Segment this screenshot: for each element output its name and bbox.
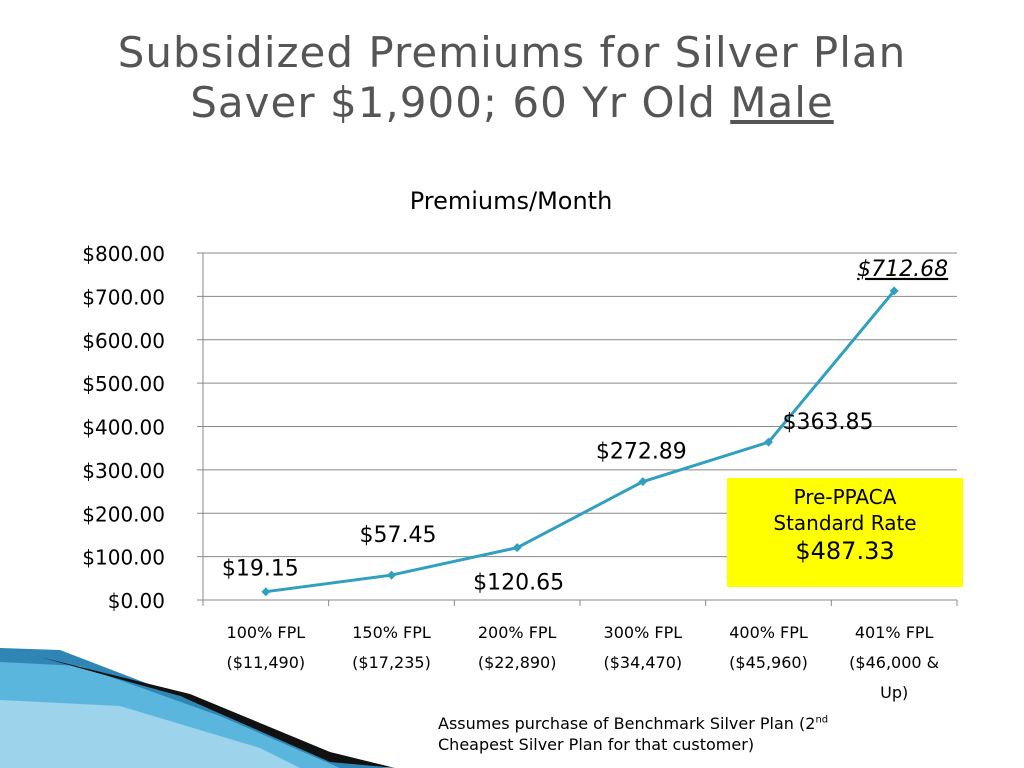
data-point <box>889 286 899 296</box>
data-point <box>387 570 396 580</box>
footnote-text-2: Cheapest Silver Plan for that customer) <box>438 735 755 754</box>
pre-ppaca-callout: Pre-PPACA Standard Rate $487.33 <box>727 478 963 587</box>
callout-line-2: Standard Rate <box>773 511 917 535</box>
axes <box>197 252 958 606</box>
series-line <box>265 289 896 594</box>
footnote-superscript: nd <box>815 714 829 726</box>
data-point <box>512 543 522 553</box>
title-underlined-word: Male <box>730 78 834 127</box>
x-tick-label: 400% FPL <box>729 623 808 642</box>
x-tick-label: ($22,890) <box>478 653 557 672</box>
x-tick-label: 150% FPL <box>352 623 431 642</box>
y-tick-label: $500.00 <box>82 372 165 396</box>
data-label: $272.89 <box>596 440 687 465</box>
x-tick-labels: 100% FPL ($11,490) 150% FPL ($17,235) 200% F… <box>227 623 940 702</box>
y-tick-label: $300.00 <box>82 459 165 483</box>
x-tick-label: ($45,960) <box>729 653 808 672</box>
chart-title: Premiums/Month <box>410 187 613 215</box>
y-tick-label: $800.00 <box>82 242 165 266</box>
callout-line-1: Pre-PPACA <box>793 485 897 509</box>
y-tick-label: $700.00 <box>82 285 165 309</box>
decorative-swoosh <box>0 648 395 768</box>
x-tick-label: ($17,235) <box>352 653 431 672</box>
data-point <box>764 437 773 447</box>
title-line-1: Subsidized Premiums for Silver Plan <box>117 28 907 77</box>
data-point <box>261 587 271 597</box>
x-tick-label: 100% FPL <box>227 623 306 642</box>
x-tick-label: ($46,000 & <box>849 653 939 672</box>
data-label: $57.45 <box>360 523 437 548</box>
title-line-2: Saver $1,900; 60 Yr Old Male <box>0 78 1024 128</box>
y-tick-label: $200.00 <box>82 502 165 526</box>
data-label: $712.68 <box>857 257 948 282</box>
data-label: $120.65 <box>473 571 564 596</box>
data-point <box>638 477 648 487</box>
y-tick-label: $400.00 <box>82 416 165 440</box>
x-tick-label: 401% FPL <box>855 623 934 642</box>
data-label: $363.85 <box>783 410 874 435</box>
footnote-text-1: Assumes purchase of Benchmark Silver Pla… <box>438 714 816 733</box>
y-tick-label: $0.00 <box>108 589 165 613</box>
data-labels: $19.15 $57.45 $120.65 $272.89 $363.85 $712.68 <box>222 257 948 596</box>
x-tick-label: 200% FPL <box>478 623 557 642</box>
y-tick-label: $100.00 <box>82 546 165 570</box>
x-tick-label: ($34,470) <box>604 653 683 672</box>
callout-rate: $487.33 <box>795 537 895 565</box>
y-tick-labels: $0.00 $100.00 $200.00 $300.00 $400.00 $500.00… <box>82 242 165 613</box>
x-tick-label: 300% FPL <box>604 623 683 642</box>
slide-title: Subsidized Premiums for Silver Plan Save… <box>0 28 1024 128</box>
data-label: $19.15 <box>222 557 299 582</box>
x-tick-label: Up) <box>880 683 908 702</box>
title-line-2-text: Saver $1,900; 60 Yr Old <box>190 78 731 127</box>
x-tick-label: ($11,490) <box>227 653 306 672</box>
y-tick-label: $600.00 <box>82 329 165 353</box>
series-premiums <box>261 286 899 597</box>
footnote: Assumes purchase of Benchmark Silver Pla… <box>438 713 938 755</box>
